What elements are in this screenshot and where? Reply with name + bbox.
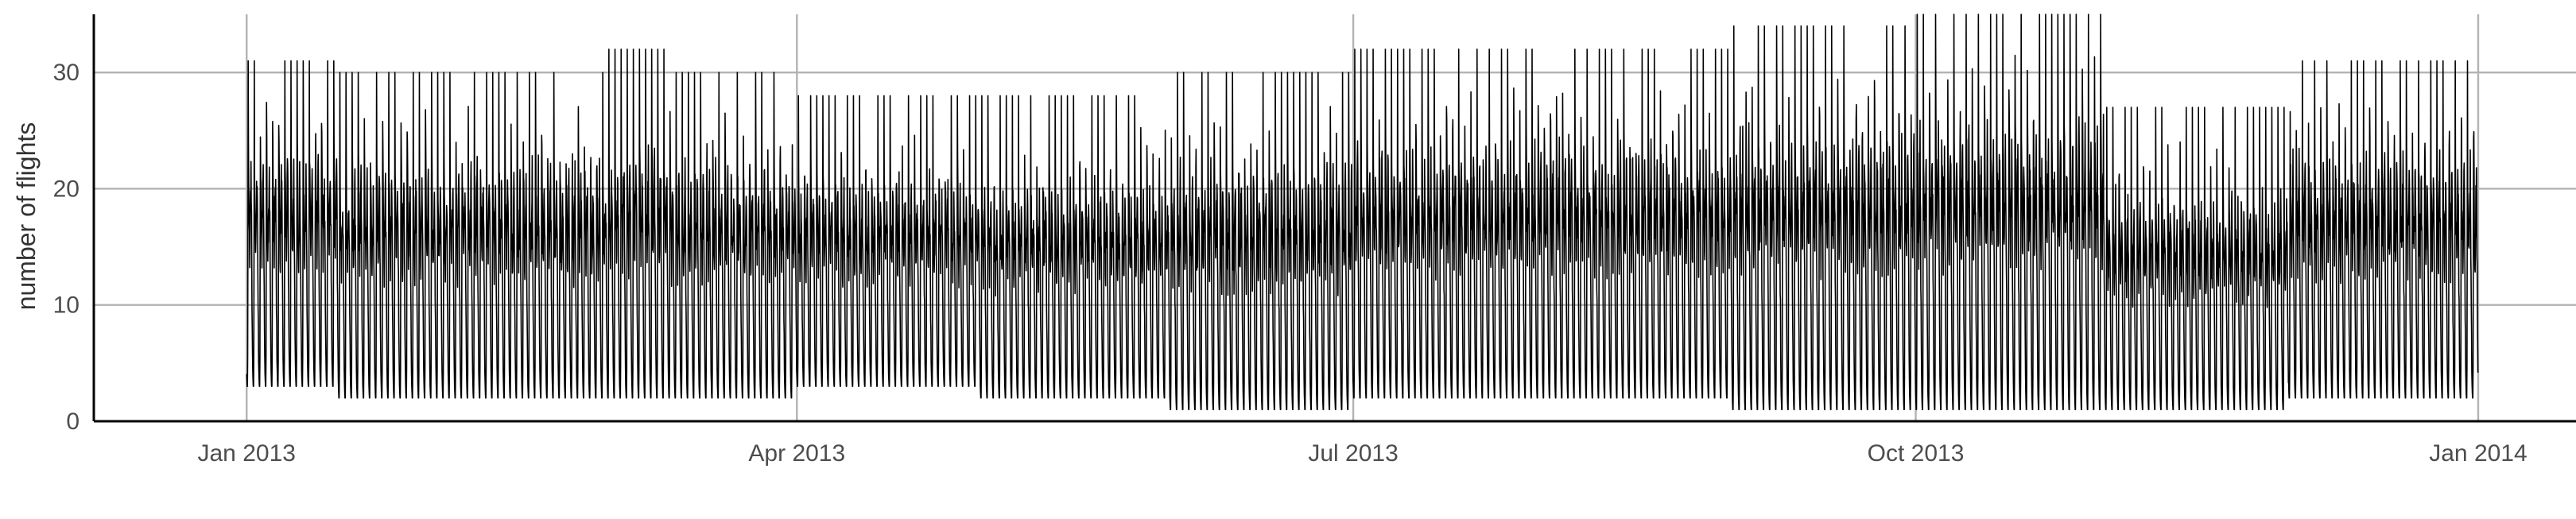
x-tick-label-4: Jan 2014 xyxy=(2429,440,2527,467)
y-tick-label-10: 10 xyxy=(53,292,80,319)
x-tick-label-3: Oct 2013 xyxy=(1868,440,1965,467)
axis-layer: 0 10 20 30 Jan 2013 Apr 2013 Jul 2013 Oct 2013 J… xyxy=(53,14,2576,467)
flights-series-line xyxy=(246,14,2479,411)
y-tick-label-0: 0 xyxy=(66,409,80,435)
series-layer xyxy=(246,14,2479,411)
y-axis-title: number of flights xyxy=(12,122,41,311)
y-tick-label-30: 30 xyxy=(53,60,80,86)
y-tick-label-20: 20 xyxy=(53,176,80,202)
x-tick-label-2: Jul 2013 xyxy=(1308,440,1398,467)
x-tick-label-1: Apr 2013 xyxy=(748,440,845,467)
x-tick-label-0: Jan 2013 xyxy=(198,440,296,467)
